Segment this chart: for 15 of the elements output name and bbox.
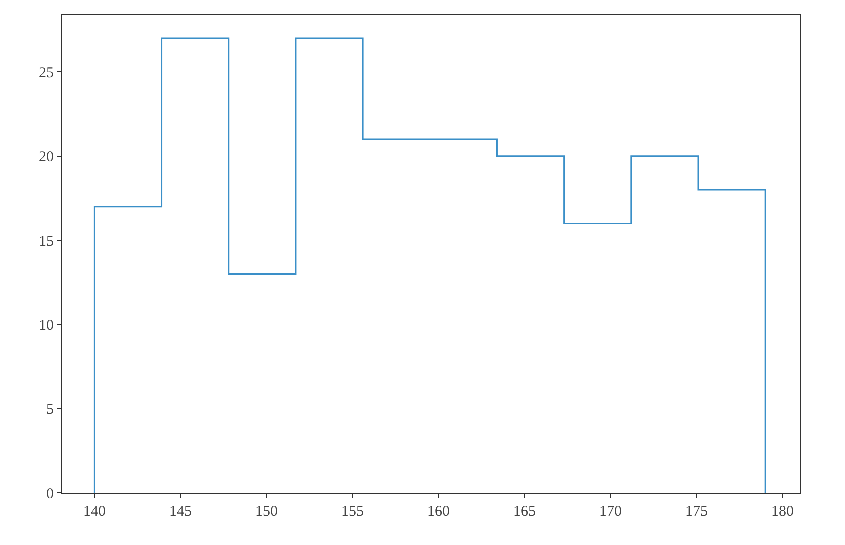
y-tick-label: 20	[39, 150, 54, 166]
x-tick-label: 170	[600, 504, 622, 520]
y-tick-label: 5	[46, 402, 54, 418]
x-tick-label: 165	[514, 504, 536, 520]
x-tick-label: 155	[341, 504, 364, 520]
y-tick-label: 25	[39, 65, 54, 82]
x-tick-label: 180	[772, 504, 794, 520]
x-tick-label: 160	[427, 504, 450, 520]
y-tick-label: 10	[39, 318, 54, 334]
y-tick-label: 0	[46, 486, 54, 502]
y-tick-label: 15	[39, 234, 54, 250]
x-tick-label: 140	[83, 504, 106, 520]
x-tick-label: 145	[169, 504, 192, 520]
x-tick-label: 175	[686, 504, 708, 520]
x-tick-label: 150	[255, 504, 278, 520]
